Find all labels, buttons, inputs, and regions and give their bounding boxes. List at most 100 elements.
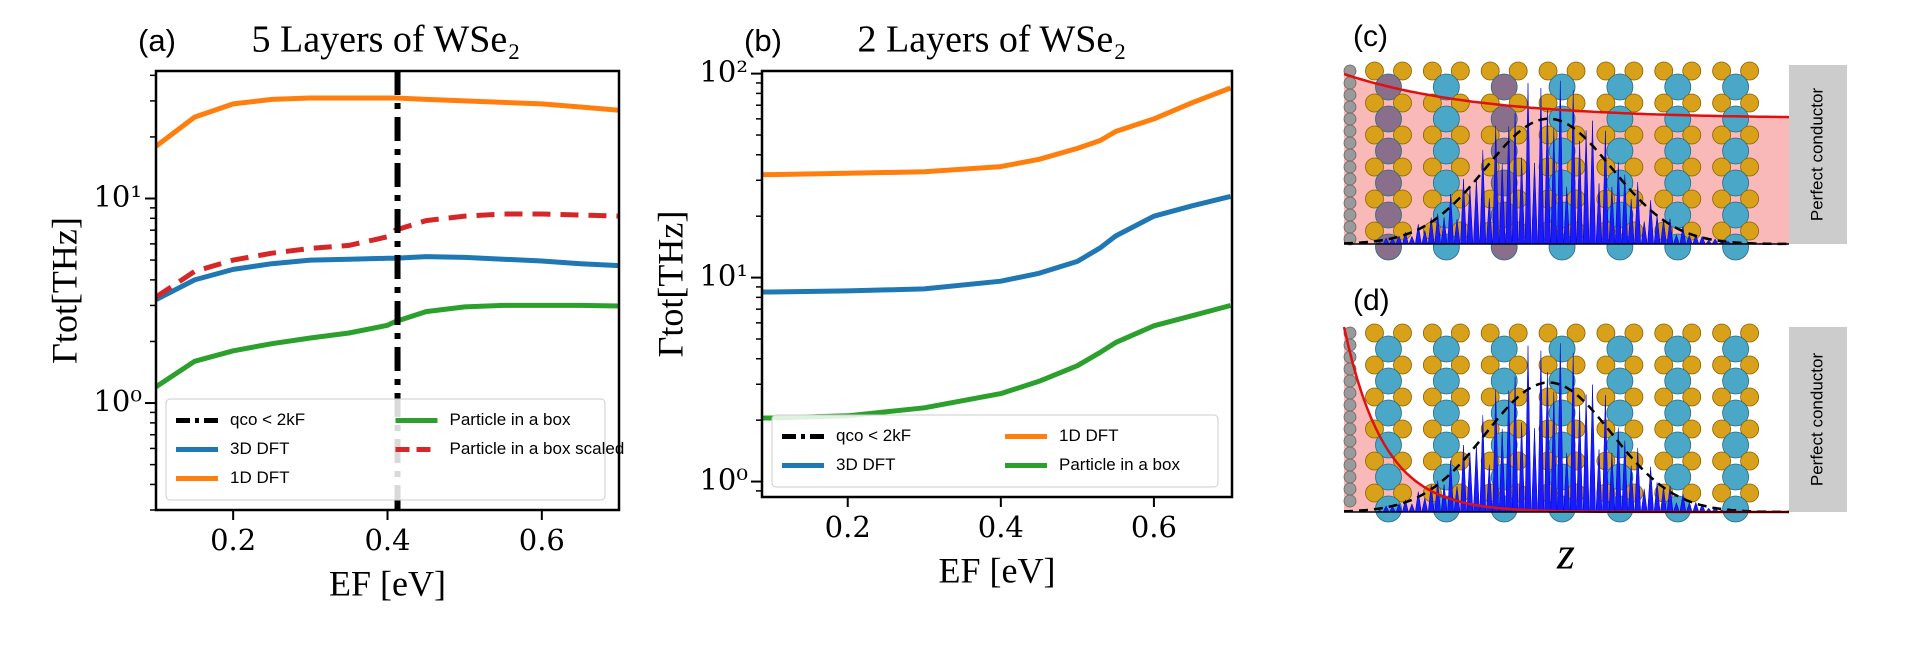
atom — [1654, 323, 1674, 343]
atom — [1624, 157, 1644, 177]
atom — [1375, 137, 1402, 165]
atom — [1740, 451, 1759, 471]
y-axis-label: Γtot[THz] — [650, 211, 690, 358]
atom — [1682, 451, 1702, 471]
atom — [1654, 387, 1674, 407]
atom — [1682, 157, 1702, 177]
atom — [1712, 323, 1731, 343]
envelope — [1343, 117, 1789, 246]
series-line — [762, 193, 1232, 295]
x-tick-label: 0.2 — [210, 523, 256, 557]
atom — [1450, 125, 1470, 145]
atom — [1740, 189, 1759, 209]
atom — [1566, 355, 1586, 375]
atom — [1654, 93, 1674, 113]
conductor — [1789, 65, 1847, 244]
atom — [1432, 137, 1460, 165]
atom — [1740, 157, 1759, 177]
legend-box — [165, 398, 606, 501]
atom — [1343, 112, 1357, 126]
legend-label: Particle in a box — [450, 410, 571, 429]
atom — [1490, 169, 1518, 197]
atom — [1422, 419, 1442, 439]
chart-title: 5 Layers of WSe₂ — [252, 19, 521, 61]
atom — [1740, 355, 1759, 375]
atom — [1740, 323, 1759, 343]
atom — [1654, 451, 1674, 471]
atom — [1432, 105, 1460, 133]
atom — [1722, 463, 1749, 491]
atom — [1624, 323, 1644, 343]
legend-label: qco < 2kF — [230, 410, 305, 429]
atom — [1422, 355, 1442, 375]
x-tick-label: 0.6 — [1131, 510, 1177, 544]
atom — [1343, 410, 1357, 424]
atom — [1712, 61, 1731, 81]
atom — [1450, 323, 1470, 343]
atom — [1422, 125, 1442, 145]
atom — [1365, 221, 1384, 241]
atom — [1432, 367, 1460, 395]
atom — [1606, 73, 1634, 101]
atom — [1722, 201, 1749, 229]
atom — [1664, 105, 1692, 133]
atom — [1365, 93, 1384, 113]
legend-label: Particle in a box — [1059, 455, 1180, 474]
atom — [1365, 157, 1384, 177]
atom — [1393, 419, 1412, 439]
atom — [1375, 105, 1402, 133]
atom — [1740, 419, 1759, 439]
plot-area — [156, 71, 619, 510]
atom — [1422, 451, 1442, 471]
atom — [1566, 61, 1586, 81]
conductor — [1789, 327, 1847, 512]
atom — [1422, 93, 1442, 113]
atom — [1450, 387, 1470, 407]
atom — [1450, 419, 1470, 439]
atom — [1490, 73, 1518, 101]
atom — [1596, 323, 1616, 343]
atom — [1393, 323, 1412, 343]
atom — [1375, 169, 1402, 197]
atom — [1566, 387, 1586, 407]
atom — [1712, 189, 1731, 209]
legend-label: 3D DFT — [230, 439, 290, 458]
atom — [1393, 189, 1412, 209]
atom — [1566, 125, 1586, 145]
legend-label: 1D DFT — [230, 468, 290, 487]
panel-label: (d) — [1353, 284, 1390, 317]
series-line — [156, 302, 619, 389]
atom — [1548, 399, 1576, 427]
atom — [1722, 495, 1749, 523]
atom — [1740, 93, 1759, 113]
atom — [1664, 463, 1692, 491]
atom — [1712, 387, 1731, 407]
atom — [1740, 125, 1759, 145]
atom — [1712, 93, 1731, 113]
atom — [1375, 335, 1402, 363]
atom — [1343, 470, 1357, 484]
atom — [1480, 323, 1500, 343]
atom — [1722, 335, 1749, 363]
atom — [1432, 169, 1460, 197]
atom — [1422, 157, 1442, 177]
legend-box — [771, 414, 1219, 488]
series-line — [762, 85, 1232, 178]
atom — [1712, 157, 1731, 177]
atom — [1682, 125, 1702, 145]
x-axis-label: EF [eV] — [939, 550, 1056, 590]
atom — [1343, 374, 1357, 388]
panel-label: (a) — [138, 23, 176, 58]
atom — [1365, 61, 1384, 81]
atom — [1682, 419, 1702, 439]
atom — [1490, 367, 1518, 395]
atom — [1712, 419, 1731, 439]
atom — [1375, 201, 1402, 229]
atom — [1740, 483, 1759, 503]
atom — [1722, 233, 1749, 261]
atom — [1654, 125, 1674, 145]
field-curve — [1343, 72, 1790, 119]
atom — [1682, 61, 1702, 81]
atom — [1606, 367, 1634, 395]
